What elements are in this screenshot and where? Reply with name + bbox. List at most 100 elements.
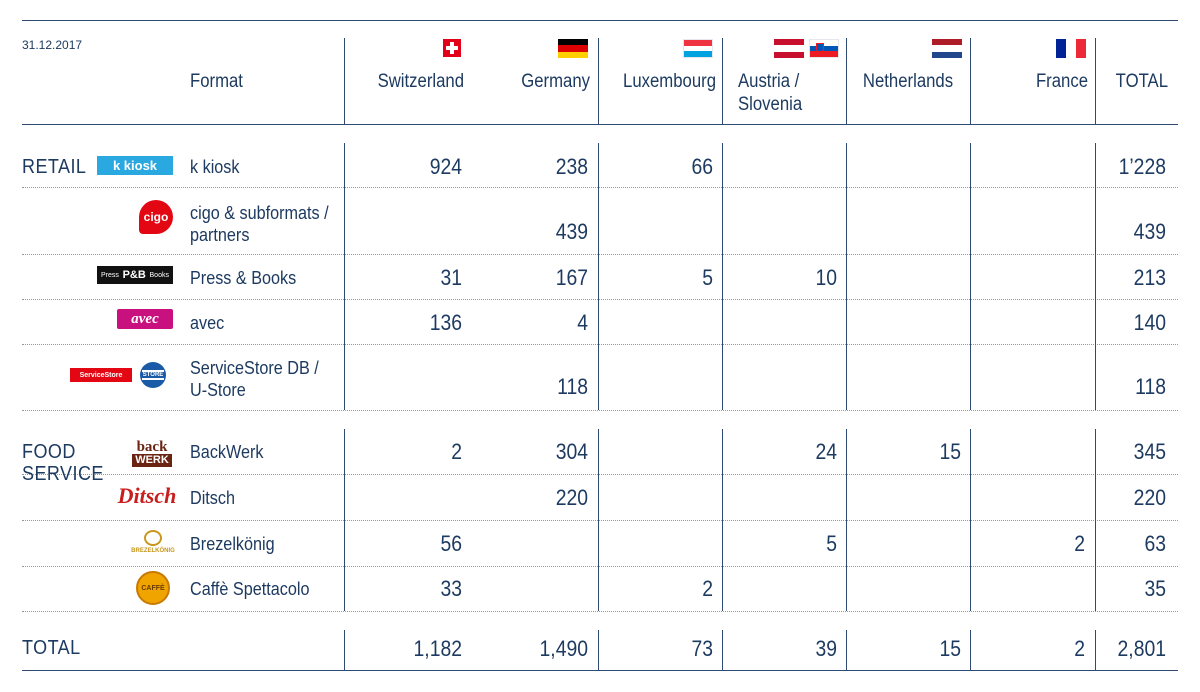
column-divider (970, 143, 971, 410)
value-cell: 439 (1133, 219, 1166, 244)
value-cell: 2 (702, 576, 713, 601)
format-label: Press & Books (190, 268, 297, 288)
value-cell: 439 (555, 219, 588, 244)
header-total: TOTAL (1115, 71, 1168, 92)
column-divider (344, 143, 345, 410)
report-date: 31.12.2017 (22, 38, 83, 52)
avec-logo: avec (117, 309, 173, 329)
column-divider (722, 630, 723, 670)
column-divider (598, 429, 599, 611)
header-austria-slovenia: Austria / Slovenia (738, 71, 803, 115)
swiss-flag-icon (443, 39, 461, 57)
value-cell: 345 (1133, 439, 1166, 464)
value-cell: 136 (429, 310, 462, 335)
header-switzerland: Switzerland (377, 71, 464, 92)
column-divider (846, 38, 847, 124)
pretzel-icon (144, 530, 162, 546)
brezelkonig-logo: BREZELKÖNIG (130, 525, 176, 559)
value-cell: 2 (451, 439, 462, 464)
value-cell: 35 (1144, 576, 1166, 601)
value-cell: 220 (555, 485, 588, 510)
caffe-spettacolo-logo: CAFFÈ (136, 571, 170, 605)
value-cell: 1,490 (539, 636, 588, 661)
header-germany: Germany (521, 71, 590, 92)
value-cell: 5 (702, 265, 713, 290)
value-cell: 39 (815, 636, 837, 661)
section-retail: RETAIL (22, 156, 87, 178)
servicestore-logo: ServiceStore (70, 368, 132, 382)
format-label: BackWerk (190, 442, 264, 462)
format-label: Brezelkönig (190, 534, 275, 554)
bottom-rule (22, 670, 1178, 671)
format-label: ServiceStore DB / U-Store (190, 358, 319, 400)
value-cell: 31 (440, 265, 462, 290)
german-flag-icon (558, 39, 588, 58)
value-cell: 220 (1133, 485, 1166, 510)
format-label: cigo & subformats / partners (190, 203, 329, 245)
header-format: Format (190, 71, 243, 92)
header-rule (22, 124, 1178, 125)
header-france: France (1035, 71, 1088, 92)
value-cell: 1’228 (1118, 154, 1166, 179)
france-flag-icon (1056, 39, 1086, 58)
row-rule (22, 187, 1178, 188)
section-rule (22, 410, 1178, 411)
slovenia-flag-icon (809, 39, 839, 58)
header-luxembourg: Luxembourg (623, 71, 716, 92)
row-rule (22, 299, 1178, 300)
header-netherlands: Netherlands (862, 71, 954, 92)
column-divider (344, 38, 345, 124)
row-rule (22, 474, 1178, 475)
value-cell: 2,801 (1117, 636, 1166, 661)
column-divider (598, 38, 599, 124)
value-cell: 5 (826, 531, 837, 556)
column-divider (598, 630, 599, 670)
section-total: TOTAL (22, 637, 81, 659)
column-divider (970, 38, 971, 124)
value-cell: 140 (1133, 310, 1166, 335)
value-cell: 118 (1135, 374, 1166, 399)
column-divider (970, 630, 971, 670)
kkiosk-logo: k kiosk (97, 156, 173, 175)
value-cell: 213 (1133, 265, 1166, 290)
row-rule (22, 344, 1178, 345)
column-divider (1095, 429, 1096, 611)
value-cell: 238 (555, 154, 588, 179)
column-divider (1095, 143, 1096, 410)
press-books-logo: Press P&B Books (97, 266, 173, 284)
row-rule (22, 566, 1178, 567)
value-cell: 63 (1144, 531, 1166, 556)
value-cell: 24 (815, 439, 837, 464)
column-divider (1095, 38, 1096, 124)
column-divider (846, 429, 847, 611)
value-cell: 924 (429, 154, 462, 179)
column-divider (970, 429, 971, 611)
value-cell: 2 (1074, 636, 1085, 661)
value-cell: 66 (691, 154, 713, 179)
value-cell: 118 (557, 374, 588, 399)
top-rule (22, 20, 1178, 21)
column-divider (1095, 630, 1096, 670)
value-cell: 1,182 (413, 636, 462, 661)
value-cell: 73 (691, 636, 713, 661)
ditsch-logo: Ditsch (117, 483, 177, 508)
value-cell: 15 (939, 439, 961, 464)
row-rule (22, 254, 1178, 255)
row-rule (22, 520, 1178, 521)
format-label: k kiosk (190, 157, 240, 177)
format-label: Caffè Spettacolo (190, 579, 310, 599)
format-label: avec (190, 313, 225, 333)
value-cell: 15 (939, 636, 961, 661)
netherlands-flag-icon (932, 39, 962, 58)
cigo-logo: cigo (139, 200, 173, 234)
section-rule (22, 611, 1178, 612)
value-cell: 167 (555, 265, 588, 290)
backwerk-logo: back WERK (131, 437, 173, 469)
value-cell: 33 (440, 576, 462, 601)
column-divider (598, 143, 599, 410)
section-food-service: FOOD SERVICE (22, 441, 104, 485)
column-divider (846, 630, 847, 670)
value-cell: 304 (555, 439, 588, 464)
ustore-logo: STORE (140, 362, 166, 388)
column-divider (846, 143, 847, 410)
